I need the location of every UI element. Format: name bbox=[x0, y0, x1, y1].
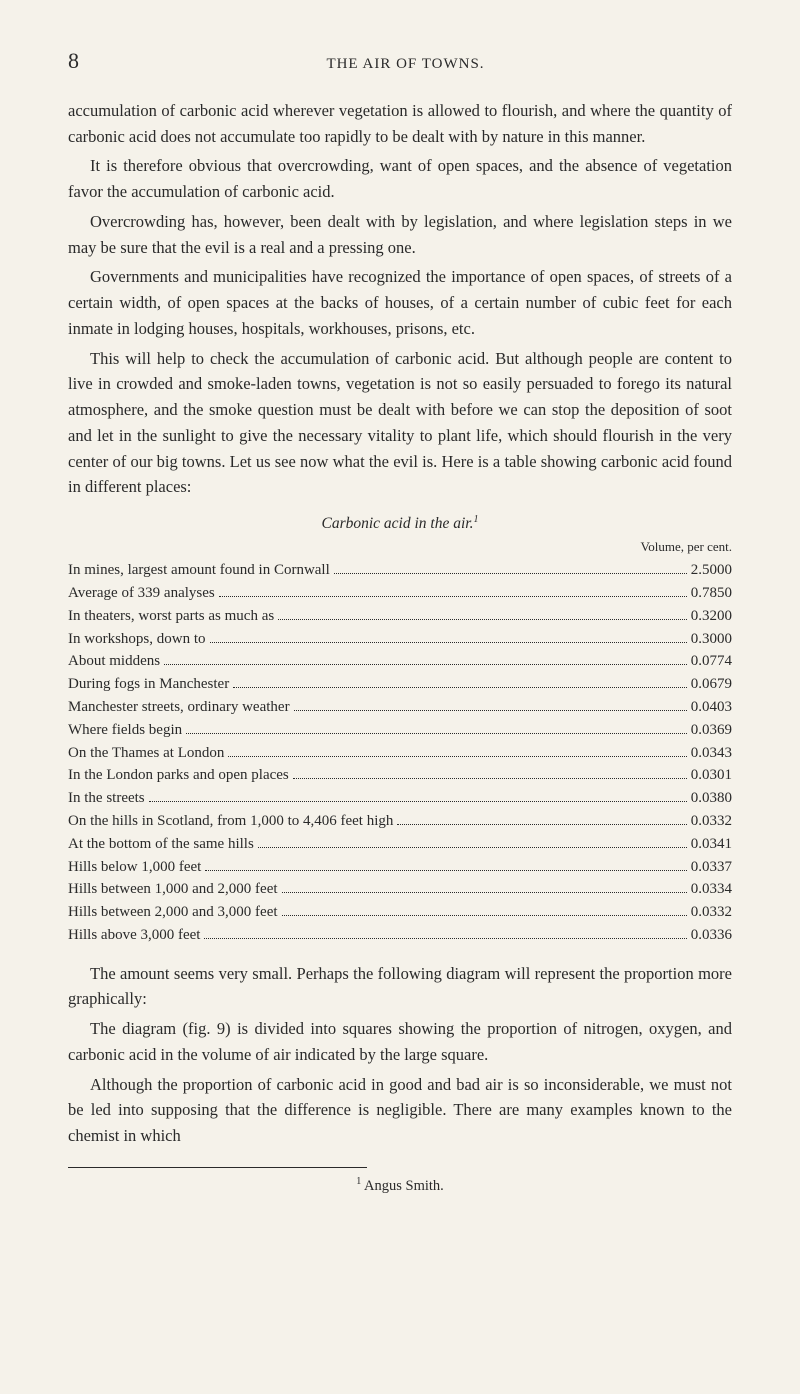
table-row: In theaters, worst parts as much as 0.320… bbox=[68, 605, 732, 628]
table-row-label: In workshops, down to bbox=[68, 628, 206, 651]
table-row-value: 0.0334 bbox=[691, 878, 732, 901]
table-row: In the London parks and open places 0.030… bbox=[68, 764, 732, 787]
table-row: Hills above 3,000 feet 0.0336 bbox=[68, 924, 732, 947]
table-row-label: About middens bbox=[68, 650, 160, 673]
table-row: Where fields begin 0.0369 bbox=[68, 719, 732, 742]
leader-dots bbox=[164, 664, 687, 665]
table-row: Hills between 1,000 and 2,000 feet 0.0334 bbox=[68, 878, 732, 901]
table-row: About middens 0.0774 bbox=[68, 650, 732, 673]
leader-dots bbox=[210, 642, 687, 643]
leader-dots bbox=[293, 778, 687, 779]
table-row-value: 0.0369 bbox=[691, 719, 732, 742]
paragraph-3: Overcrowding has, however, been dealt wi… bbox=[68, 209, 732, 260]
leader-dots bbox=[282, 915, 687, 916]
table-row-value: 0.3000 bbox=[691, 628, 732, 651]
leader-dots bbox=[233, 687, 687, 688]
table-title-marker: 1 bbox=[473, 514, 478, 525]
leader-dots bbox=[278, 619, 687, 620]
table-row: In workshops, down to 0.3000 bbox=[68, 628, 732, 651]
table-row: At the bottom of the same hills 0.0341 bbox=[68, 833, 732, 856]
table-row-label: Average of 339 analyses bbox=[68, 582, 215, 605]
leader-dots bbox=[397, 824, 686, 825]
leader-dots bbox=[228, 756, 686, 757]
paragraph-5: This will help to check the accumulation… bbox=[68, 346, 732, 500]
table-row-value: 0.3200 bbox=[691, 605, 732, 628]
table-row: In mines, largest amount found in Cornwa… bbox=[68, 559, 732, 582]
table-row-value: 0.0336 bbox=[691, 924, 732, 947]
table-row-value: 0.0337 bbox=[691, 856, 732, 879]
table-row-label: At the bottom of the same hills bbox=[68, 833, 254, 856]
paragraph-7: The diagram (fig. 9) is divided into squ… bbox=[68, 1016, 732, 1067]
table-row-label: On the hills in Scotland, from 1,000 to … bbox=[68, 810, 393, 833]
leader-dots bbox=[294, 710, 687, 711]
table-row-label: In the streets bbox=[68, 787, 145, 810]
table-row-label: Hills below 1,000 feet bbox=[68, 856, 201, 879]
table-row-label: During fogs in Manchester bbox=[68, 673, 229, 696]
table-row-label: Hills above 3,000 feet bbox=[68, 924, 200, 947]
table-row-value: 0.0679 bbox=[691, 673, 732, 696]
paragraph-4: Governments and municipalities have reco… bbox=[68, 264, 732, 341]
table-row-value: 0.0341 bbox=[691, 833, 732, 856]
page-number: 8 bbox=[68, 48, 79, 74]
leader-dots bbox=[205, 870, 686, 871]
leader-dots bbox=[186, 733, 687, 734]
leader-dots bbox=[149, 801, 687, 802]
table-row: Hills below 1,000 feet 0.0337 bbox=[68, 856, 732, 879]
table-row-label: Where fields begin bbox=[68, 719, 182, 742]
footnote: 1 Angus Smith. bbox=[68, 1176, 732, 1195]
table-row: During fogs in Manchester 0.0679 bbox=[68, 673, 732, 696]
page-header: 8 THE AIR OF TOWNS. bbox=[68, 48, 732, 74]
table-row-value: 0.0403 bbox=[691, 696, 732, 719]
table-row-label: Manchester streets, ordinary weather bbox=[68, 696, 290, 719]
table-row-value: 0.7850 bbox=[691, 582, 732, 605]
leader-dots bbox=[219, 596, 687, 597]
leader-dots bbox=[258, 847, 687, 848]
running-title: THE AIR OF TOWNS. bbox=[79, 56, 732, 73]
table-title-text: Carbonic acid in the air. bbox=[322, 515, 474, 532]
leader-dots bbox=[282, 892, 687, 893]
footnote-rule bbox=[68, 1167, 367, 1168]
table-row-value: 0.0332 bbox=[691, 810, 732, 833]
table-column-header: Volume, per cent. bbox=[68, 539, 732, 555]
paragraph-6: The amount seems very small. Perhaps the… bbox=[68, 961, 732, 1012]
table-row: On the hills in Scotland, from 1,000 to … bbox=[68, 810, 732, 833]
paragraph-8: Although the proportion of carbonic acid… bbox=[68, 1072, 732, 1149]
carbonic-acid-table: In mines, largest amount found in Cornwa… bbox=[68, 559, 732, 947]
table-row-value: 2.5000 bbox=[691, 559, 732, 582]
leader-dots bbox=[204, 938, 686, 939]
table-title: Carbonic acid in the air.1 bbox=[68, 514, 732, 533]
table-row-label: In theaters, worst parts as much as bbox=[68, 605, 274, 628]
paragraph-1: accumulation of carbonic acid wherever v… bbox=[68, 98, 732, 149]
leader-dots bbox=[334, 573, 687, 574]
table-row: In the streets 0.0380 bbox=[68, 787, 732, 810]
table-row-value: 0.0343 bbox=[691, 742, 732, 765]
table-row-value: 0.0332 bbox=[691, 901, 732, 924]
table-row-label: In the London parks and open places bbox=[68, 764, 289, 787]
table-row-value: 0.0380 bbox=[691, 787, 732, 810]
table-row: On the Thames at London 0.0343 bbox=[68, 742, 732, 765]
table-row: Manchester streets, ordinary weather 0.04… bbox=[68, 696, 732, 719]
table-row: Average of 339 analyses 0.7850 bbox=[68, 582, 732, 605]
table-row: Hills between 2,000 and 3,000 feet 0.0332 bbox=[68, 901, 732, 924]
table-row-label: Hills between 1,000 and 2,000 feet bbox=[68, 878, 278, 901]
footnote-text: Angus Smith. bbox=[361, 1178, 444, 1194]
table-row-label: Hills between 2,000 and 3,000 feet bbox=[68, 901, 278, 924]
table-row-label: On the Thames at London bbox=[68, 742, 224, 765]
paragraph-2: It is therefore obvious that overcrowdin… bbox=[68, 153, 732, 204]
table-row-value: 0.0301 bbox=[691, 764, 732, 787]
table-row-value: 0.0774 bbox=[691, 650, 732, 673]
table-row-label: In mines, largest amount found in Cornwa… bbox=[68, 559, 330, 582]
